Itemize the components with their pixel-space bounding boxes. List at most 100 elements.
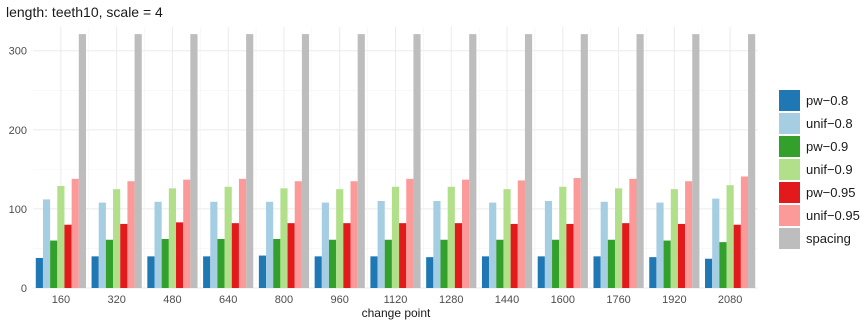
bar [183, 179, 191, 288]
bar [517, 180, 525, 288]
bar [336, 189, 344, 288]
bar [433, 201, 441, 288]
bar [190, 34, 198, 289]
bar [607, 239, 615, 288]
bar [469, 34, 477, 289]
x-tick-label: 320 [107, 294, 125, 306]
bar [649, 257, 657, 288]
x-tick-label: 1440 [495, 294, 519, 306]
bar [238, 178, 247, 288]
bar [105, 239, 114, 288]
x-tick-label: 1280 [439, 294, 463, 306]
legend-label: pw−0.8 [806, 93, 848, 108]
bar [273, 238, 281, 288]
chart-title: length: teeth10, scale = 4 [6, 4, 163, 20]
bar [161, 238, 169, 288]
bar [287, 223, 295, 288]
bar [391, 186, 400, 288]
legend-swatch [779, 228, 800, 249]
legend-label: unif−0.95 [806, 208, 860, 223]
bar [447, 186, 455, 288]
bar [481, 256, 490, 288]
bar [154, 201, 162, 288]
bar [231, 223, 239, 288]
bar [692, 34, 700, 289]
bar [321, 202, 329, 288]
bar [64, 224, 72, 288]
legend-swatch [779, 136, 800, 157]
bar [203, 256, 211, 288]
legend-label: pw−0.9 [806, 139, 848, 154]
bar [246, 34, 254, 289]
bar [559, 186, 567, 288]
bar [42, 199, 51, 288]
bar [462, 179, 470, 288]
x-tick-label: 480 [163, 294, 181, 306]
bar [294, 181, 302, 288]
bar [370, 256, 378, 288]
bar [614, 188, 623, 288]
x-tick-label: 160 [52, 294, 70, 306]
x-tick-label: 640 [219, 294, 237, 306]
bar [134, 34, 142, 289]
x-tick-label: 2080 [718, 294, 742, 306]
bar [280, 188, 288, 288]
x-tick-label: 800 [275, 294, 293, 306]
bar [573, 178, 581, 288]
bar [524, 34, 533, 289]
bar [454, 223, 463, 288]
y-axis-ticks: 0 100 200 300 [9, 46, 27, 295]
x-axis-ticks: 160 320 480 640 800 960 1120 1280 1440 1600 1760 19… [52, 294, 743, 306]
y-tick-label: 200 [9, 125, 27, 137]
bar [113, 189, 121, 288]
bar [593, 256, 601, 288]
y-tick-label: 100 [9, 204, 27, 216]
x-tick-label: 1600 [551, 294, 575, 306]
bar [35, 257, 43, 288]
bar [677, 223, 686, 288]
bar [413, 34, 421, 289]
bar [636, 34, 644, 289]
bar [748, 34, 756, 289]
bar [440, 239, 448, 288]
bar [622, 223, 630, 288]
bar [328, 239, 337, 288]
legend-swatch [779, 205, 800, 226]
bar [50, 240, 58, 288]
bar [600, 201, 608, 288]
bar [224, 186, 232, 288]
bar [406, 178, 414, 288]
bars [35, 34, 756, 289]
legend-swatch [779, 90, 800, 111]
bar [705, 258, 713, 288]
x-tick-label: 1760 [606, 294, 630, 306]
bar [740, 176, 749, 288]
y-tick-label: 300 [9, 46, 27, 58]
bar [357, 34, 365, 289]
y-tick-label: 0 [21, 283, 27, 295]
bar [537, 256, 545, 288]
bar [552, 239, 560, 288]
bar [266, 201, 274, 288]
bar [685, 181, 693, 288]
bar [580, 34, 588, 289]
x-tick-label: 1920 [662, 294, 686, 306]
x-tick-label: 960 [331, 294, 349, 306]
bar [217, 238, 225, 288]
bar [78, 34, 86, 289]
bar [176, 222, 184, 288]
bar [147, 256, 155, 288]
x-axis-title: change point [362, 306, 431, 320]
bar [384, 239, 392, 288]
bar [719, 242, 727, 288]
bar [656, 202, 664, 288]
bar [71, 178, 79, 288]
bar [91, 256, 99, 288]
legend-label: spacing [806, 231, 851, 246]
bar [733, 224, 741, 288]
bar [726, 185, 734, 288]
bar [120, 223, 128, 288]
bar [712, 198, 720, 288]
bar [670, 189, 678, 288]
bar [350, 181, 358, 288]
